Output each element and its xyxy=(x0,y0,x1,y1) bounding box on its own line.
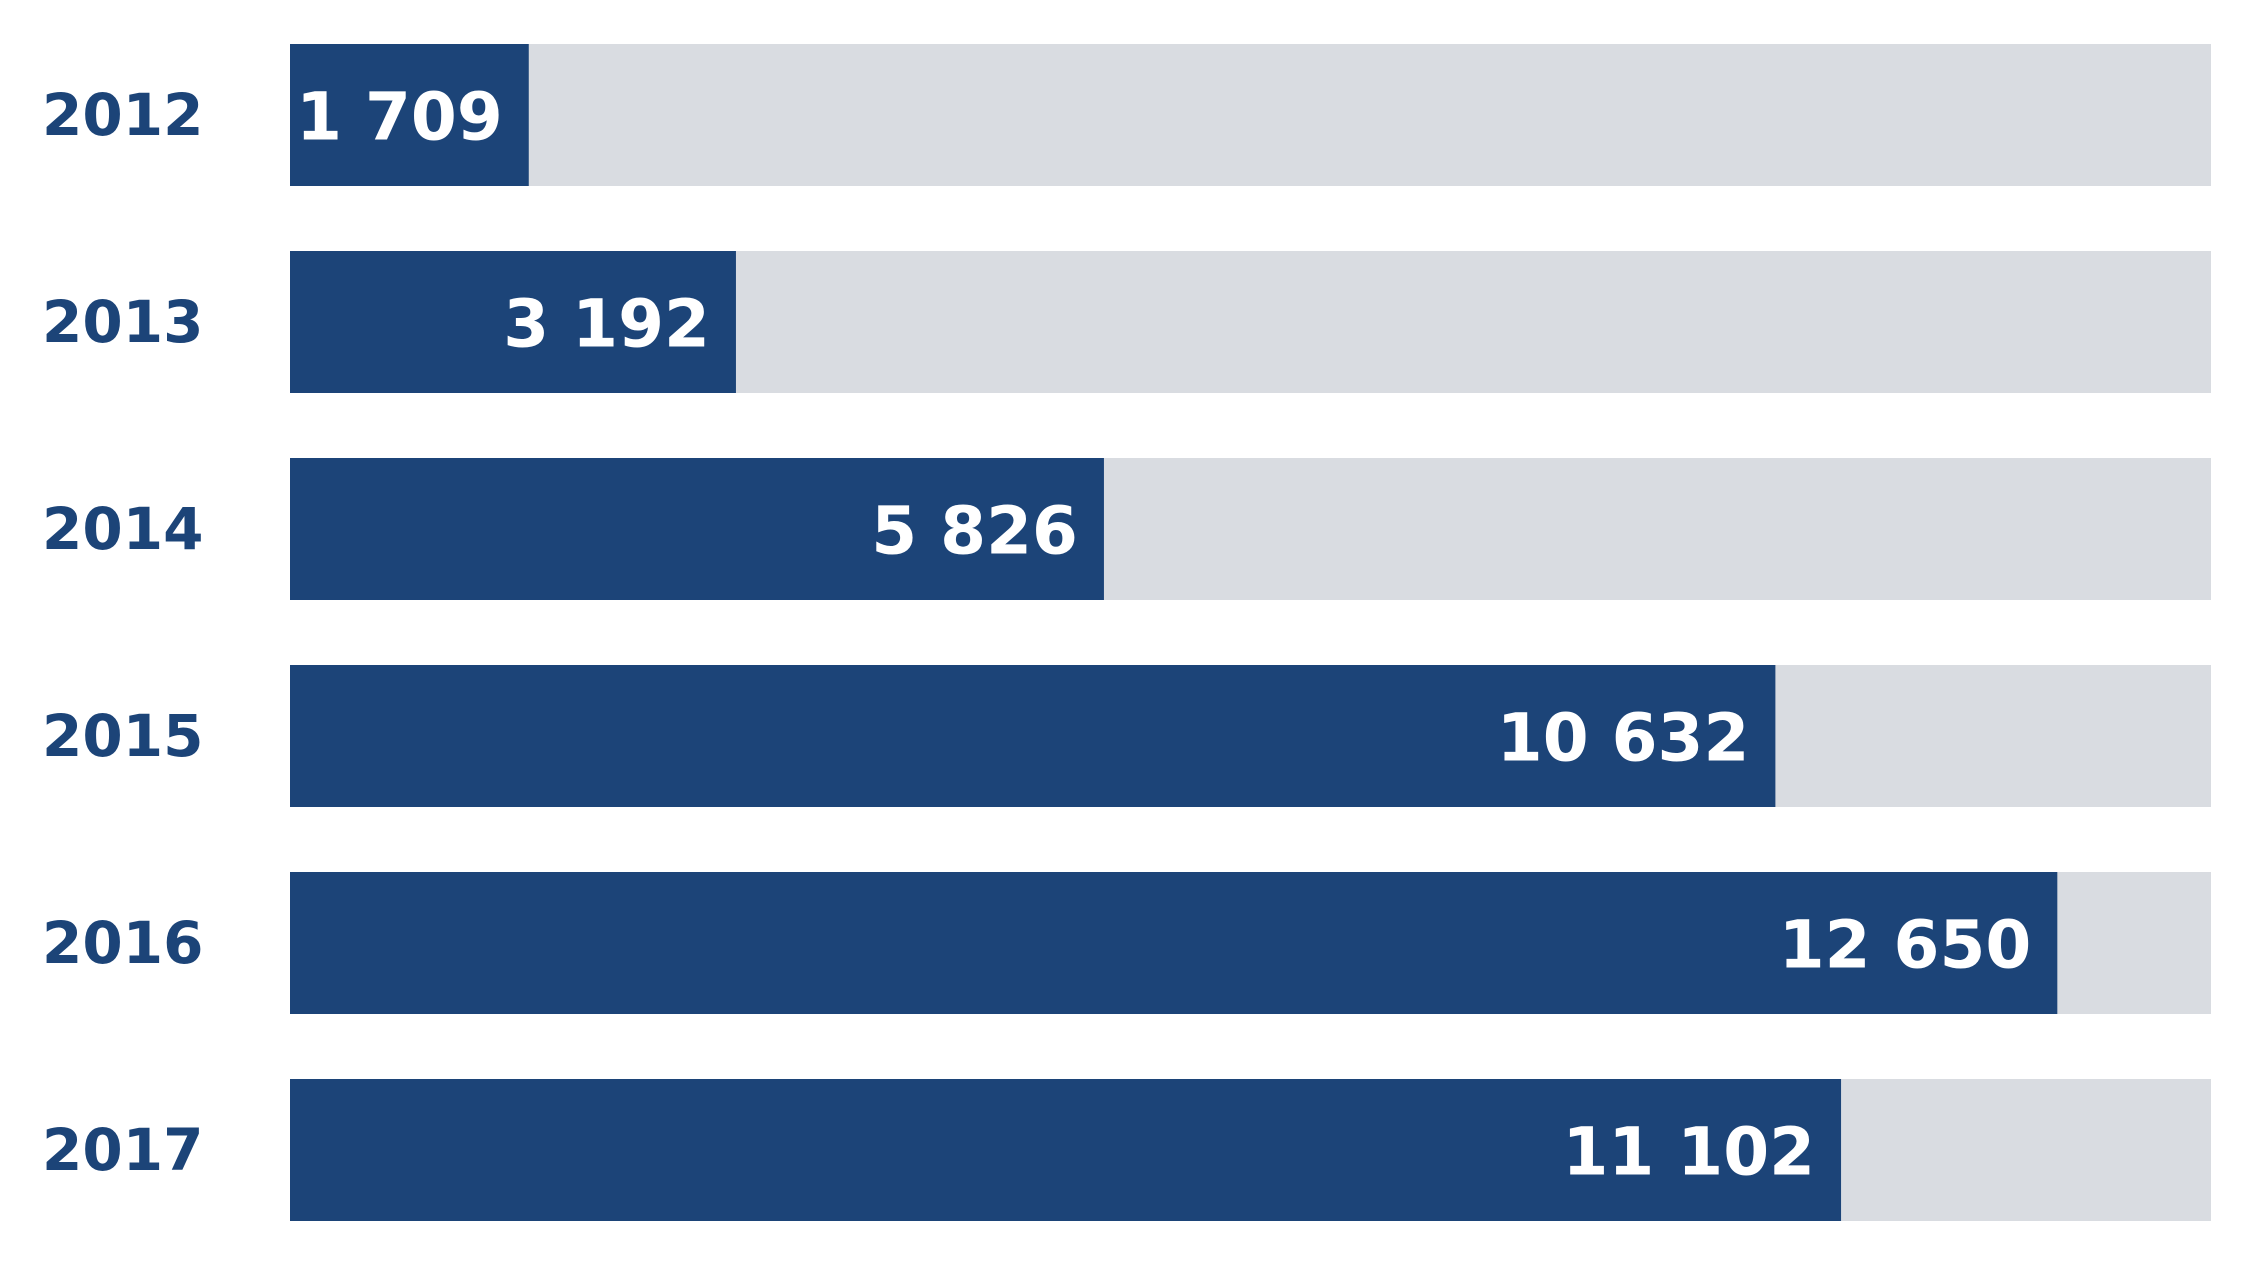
bar-2013 xyxy=(290,251,736,393)
bar-2016 xyxy=(290,872,2058,1014)
bar-2017 xyxy=(290,1079,1842,1221)
value-label-2017: 11 102 xyxy=(1562,1114,1815,1191)
year-label-2017: 2017 xyxy=(42,1116,203,1184)
bar-row-2017: 2017 11 102 xyxy=(42,1079,2211,1221)
bar-track-2012 xyxy=(290,44,2211,186)
year-label-2015: 2015 xyxy=(42,702,203,770)
bar-row-2014: 2014 5 826 xyxy=(42,458,2211,600)
value-label-2015: 10 632 xyxy=(1497,700,1750,777)
bar-row-2013: 2013 3 192 xyxy=(42,251,2211,393)
bar-2012 xyxy=(290,44,529,186)
bar-row-2015: 2015 10 632 xyxy=(42,665,2211,807)
value-label-2013: 3 192 xyxy=(503,286,710,363)
value-label-2012: 1 709 xyxy=(296,79,503,156)
year-label-2012: 2012 xyxy=(42,81,203,149)
year-label-2014: 2014 xyxy=(42,495,203,563)
bar-2015 xyxy=(290,665,1776,807)
year-label-2013: 2013 xyxy=(42,288,203,356)
value-label-2016: 12 650 xyxy=(1779,907,2032,984)
bar-row-2012: 2012 1 709 xyxy=(42,44,2211,186)
bar-2014 xyxy=(290,458,1104,600)
year-label-2016: 2016 xyxy=(42,909,203,977)
value-label-2014: 5 826 xyxy=(871,493,1078,570)
bar-row-2016: 2016 12 650 xyxy=(42,872,2211,1014)
